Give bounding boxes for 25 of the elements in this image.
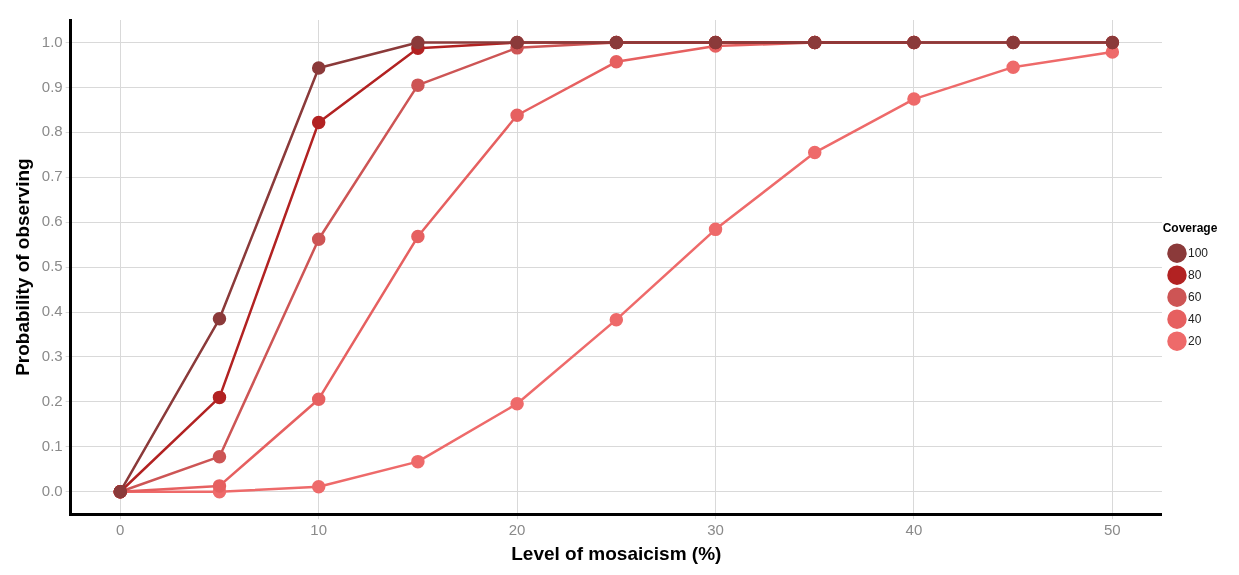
x-tick-label: 10 bbox=[310, 521, 328, 539]
legend-label: 60 bbox=[1187, 289, 1202, 304]
y-tick-label: 0.0 bbox=[41, 481, 63, 499]
y-tick-label: 0.8 bbox=[41, 122, 63, 140]
y-axis-title: Probability of observing bbox=[11, 158, 33, 376]
y-tick-label: 0.7 bbox=[41, 167, 63, 185]
legend-title: Coverage bbox=[1162, 221, 1218, 236]
y-tick-label: 0.4 bbox=[41, 302, 63, 320]
x-tick-label: 20 bbox=[508, 521, 526, 539]
legend-label: 100 bbox=[1187, 245, 1209, 260]
x-tick-label: 0 bbox=[116, 521, 125, 539]
y-tick-label: 0.5 bbox=[41, 257, 63, 275]
y-tick-label: 0.6 bbox=[41, 212, 63, 230]
legend-label: 40 bbox=[1187, 311, 1202, 326]
x-tick-label: 50 bbox=[1104, 521, 1121, 539]
y-tick-label: 0.1 bbox=[41, 436, 63, 454]
y-tick-label: 1.0 bbox=[41, 32, 63, 50]
legend-label: 80 bbox=[1187, 267, 1202, 282]
x-tick-label: 40 bbox=[905, 521, 923, 539]
y-tick-label: 0.2 bbox=[41, 392, 63, 410]
x-tick-label: 30 bbox=[707, 521, 724, 539]
y-tick-label: 0.9 bbox=[41, 77, 63, 95]
x-axis-title: Level of mosaicism (%) bbox=[511, 542, 722, 564]
y-tick-label: 0.3 bbox=[41, 347, 63, 365]
legend-label: 20 bbox=[1187, 333, 1202, 348]
